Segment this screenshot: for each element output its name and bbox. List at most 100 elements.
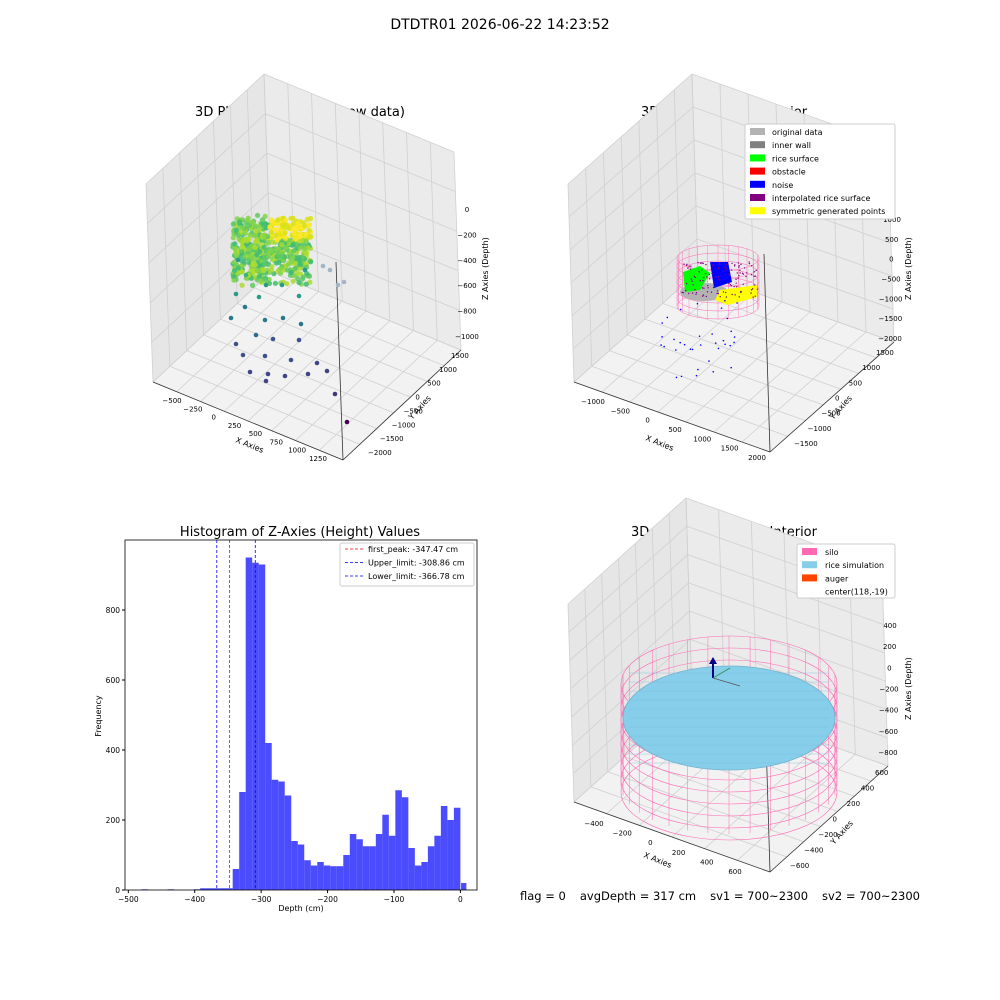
grid-line bbox=[311, 93, 319, 292]
y-tick-label: 500 bbox=[849, 379, 862, 387]
interpolated-point bbox=[743, 267, 746, 269]
grid-line bbox=[147, 113, 266, 224]
data-point bbox=[341, 279, 347, 285]
y-tick-label: 0 bbox=[835, 395, 839, 403]
legend-label: center(118,-19) bbox=[825, 588, 888, 597]
data-point bbox=[252, 228, 259, 234]
simulation-3d-plot: 3D simulation of Silo Interior−400−20002… bbox=[567, 497, 913, 876]
interpolated-point bbox=[699, 262, 702, 264]
z-tick-label: 400 bbox=[883, 622, 896, 630]
x-tick-label: 500 bbox=[668, 426, 681, 434]
legend-label: inner wall bbox=[772, 141, 811, 150]
y-tick-label: 1000 bbox=[439, 366, 457, 374]
grid-line bbox=[687, 554, 884, 625]
interpolated-point bbox=[719, 295, 721, 298]
interpolated-point bbox=[728, 273, 730, 275]
data-point bbox=[282, 230, 288, 236]
avg-depth-text: avgDepth = 317 cm bbox=[579, 889, 697, 903]
data-point bbox=[252, 262, 258, 268]
y-tick-label: 600 bbox=[875, 769, 888, 777]
interpolated-point bbox=[685, 283, 688, 285]
data-point bbox=[231, 277, 237, 283]
interpolated-point bbox=[700, 269, 703, 271]
legend-box bbox=[744, 123, 896, 220]
z-tick-label: −1000 bbox=[455, 333, 479, 341]
interpolated-point bbox=[751, 264, 753, 267]
interpolated-point bbox=[733, 285, 735, 288]
histogram-bar bbox=[434, 835, 441, 890]
x-tick-label: 500 bbox=[249, 430, 262, 438]
y-tick-label: 500 bbox=[427, 380, 440, 388]
y-axis-label: Frequency bbox=[94, 695, 103, 737]
data-point bbox=[297, 245, 303, 251]
data-point bbox=[262, 261, 268, 267]
grid-line bbox=[253, 287, 445, 367]
interpolated-point bbox=[715, 276, 717, 278]
noise-point bbox=[726, 317, 729, 320]
interpolated-point bbox=[741, 272, 744, 274]
grid-line bbox=[271, 320, 391, 432]
legend-swatch bbox=[802, 561, 817, 569]
noise-point bbox=[691, 348, 694, 351]
data-point bbox=[239, 244, 246, 250]
x-axis-label: Depth (cm) bbox=[278, 904, 323, 913]
interpolated-point bbox=[710, 269, 713, 271]
x-tick-label: −1000 bbox=[581, 398, 605, 406]
interpolated-point bbox=[692, 283, 694, 286]
data-point bbox=[267, 224, 273, 230]
y-tick-label: −1500 bbox=[794, 440, 818, 448]
data-point bbox=[290, 221, 296, 227]
interpolated-point bbox=[753, 275, 756, 277]
interpolated-point bbox=[702, 294, 705, 296]
grid-line bbox=[881, 567, 889, 767]
interpolated-point bbox=[748, 261, 750, 263]
x-tick-label: −400 bbox=[584, 820, 603, 828]
noise-point bbox=[722, 339, 725, 342]
noise-point bbox=[717, 347, 720, 350]
data-point bbox=[233, 252, 239, 258]
histogram-bar bbox=[284, 795, 292, 890]
interpolated-point bbox=[690, 278, 693, 280]
histogram-bar bbox=[395, 790, 402, 890]
data-point bbox=[297, 234, 303, 240]
data-point bbox=[289, 258, 295, 264]
histogram-bar bbox=[200, 888, 207, 890]
grid-line bbox=[162, 168, 171, 367]
interpolated-point bbox=[701, 262, 703, 264]
grid-line bbox=[601, 573, 609, 772]
interpolated-point bbox=[681, 291, 683, 294]
histogram-bar bbox=[304, 860, 311, 890]
interpolated-point bbox=[693, 275, 696, 278]
y-tick-label: 1000 bbox=[862, 364, 880, 372]
interpolated-point bbox=[738, 296, 740, 298]
histogram-bar bbox=[375, 834, 383, 890]
data-point bbox=[247, 369, 253, 375]
status-footer: flag = 0 avgDepth = 317 cm sv1 = 700~2300 s… bbox=[520, 889, 934, 903]
grid-line bbox=[247, 310, 367, 422]
data-point bbox=[297, 224, 303, 230]
interpolated-point bbox=[688, 292, 690, 295]
y-tick-label: 600 bbox=[106, 676, 121, 685]
grid-line bbox=[220, 318, 411, 398]
grid-line bbox=[572, 639, 691, 746]
interpolated-point bbox=[717, 278, 719, 280]
data-point bbox=[263, 282, 269, 288]
histogram-bar bbox=[414, 865, 422, 890]
data-point bbox=[256, 223, 262, 229]
data-point bbox=[253, 252, 260, 258]
data-point bbox=[263, 378, 269, 384]
data-point bbox=[228, 315, 234, 321]
histogram-bar bbox=[317, 862, 324, 890]
interpolated-point bbox=[698, 271, 701, 273]
legend-swatch bbox=[750, 154, 765, 162]
histogram-legend: first_peak: -347.47 cm Upper_limit: -308.… bbox=[339, 542, 475, 587]
y-tick-label: −400 bbox=[804, 847, 823, 855]
grid-line bbox=[570, 172, 696, 284]
histogram-bar bbox=[336, 866, 344, 890]
histogram-bar bbox=[349, 834, 357, 890]
data-point bbox=[261, 276, 267, 282]
grid-line bbox=[572, 238, 698, 350]
data-point bbox=[327, 267, 333, 273]
interpolated-point bbox=[701, 287, 704, 289]
interpolated-point bbox=[739, 269, 741, 271]
